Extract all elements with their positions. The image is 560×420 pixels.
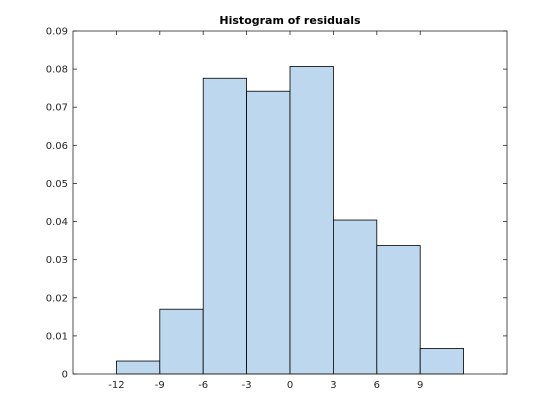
x-tick-label: -6 — [198, 380, 208, 391]
y-tick-label: 0.07 — [46, 103, 68, 114]
y-tick-label: 0 — [62, 370, 68, 381]
y-tick-label: 0.02 — [46, 293, 68, 304]
axes-layer: 0 0.01 0.02 0.03 0.04 0.05 0.06 0.07 0.08 0.09 -12… — [46, 27, 508, 391]
y-tick-label: 0.04 — [46, 217, 68, 228]
histogram-bar — [332, 219, 378, 375]
x-tick-label: 3 — [330, 380, 336, 391]
histogram-bar — [202, 77, 247, 375]
histogram-bar — [419, 348, 465, 375]
x-tick-label: -12 — [108, 380, 124, 391]
x-tick-label: 9 — [417, 380, 423, 391]
histogram-bar — [289, 66, 334, 375]
bars-layer — [116, 66, 465, 375]
y-tick-label: 0.05 — [46, 179, 68, 190]
y-tick-label: 0.06 — [46, 141, 68, 152]
x-tick-label: -3 — [242, 380, 252, 391]
x-tick-label: 0 — [287, 380, 293, 391]
y-tick-label: 0.09 — [46, 27, 68, 38]
y-tick-label: 0.03 — [46, 255, 68, 266]
histogram-bar — [246, 90, 291, 375]
x-tick-label: -9 — [155, 380, 165, 391]
histogram-bar — [376, 245, 421, 375]
histogram-bar — [159, 308, 204, 375]
x-tick-label: 6 — [374, 380, 380, 391]
y-tick-label: 0.08 — [46, 65, 68, 76]
chart-title: Histogram of residuals — [219, 14, 361, 27]
histogram-bar — [116, 360, 161, 375]
y-tick-label: 0.01 — [46, 331, 68, 342]
